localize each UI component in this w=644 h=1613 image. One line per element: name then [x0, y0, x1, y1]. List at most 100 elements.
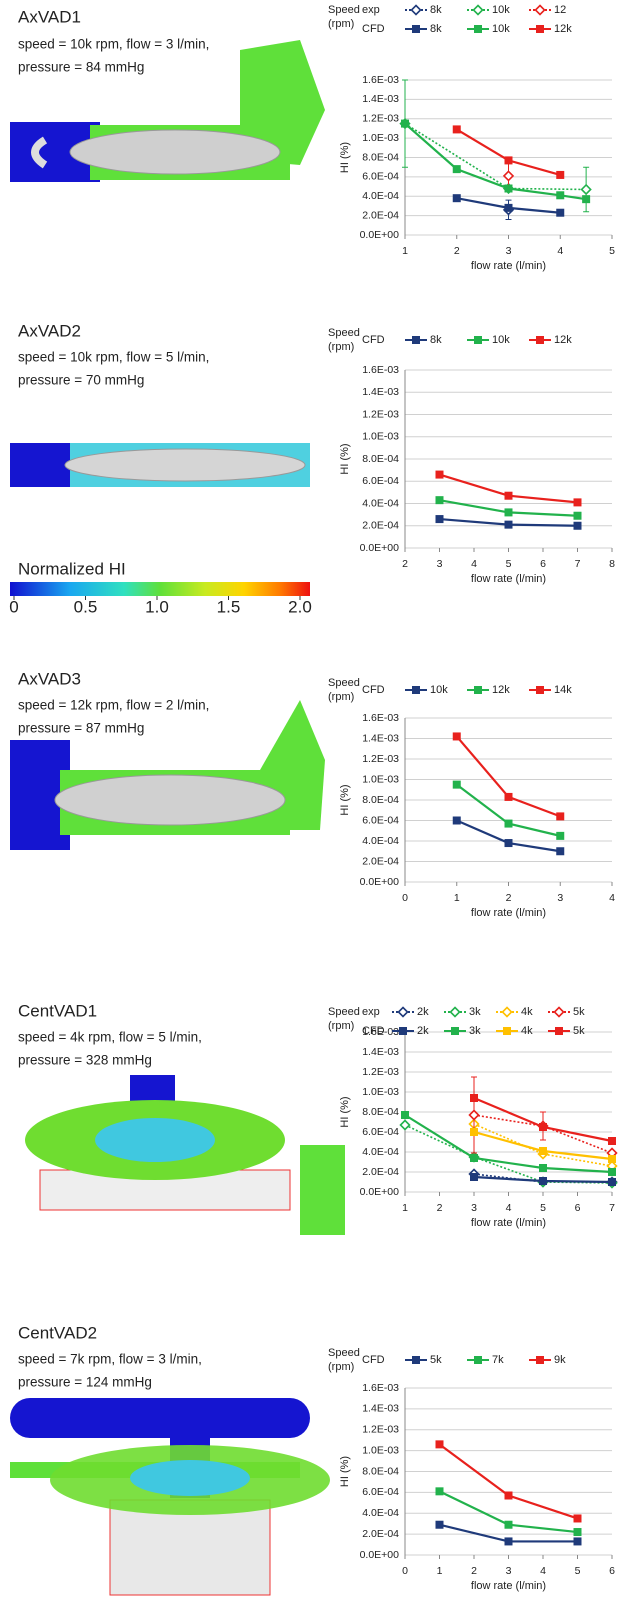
data-point: [539, 1123, 547, 1131]
device-spec: speed = 12k rpm, flow = 2 l/min,: [18, 698, 209, 713]
data-point: [470, 1094, 478, 1102]
legend-marker: [451, 1027, 459, 1035]
y-tick-label: 6.0E-04: [362, 475, 399, 487]
y-tick-label: 8.0E-04: [362, 1106, 399, 1118]
legend-label: 12k: [554, 334, 572, 346]
x-tick-label: 4: [609, 892, 615, 904]
data-point: [582, 185, 591, 194]
legend-marker: [555, 1027, 563, 1035]
series-line: [457, 736, 561, 816]
device-image: [10, 1398, 330, 1595]
colorbar: [10, 582, 310, 596]
legend-label: 5k: [430, 1354, 442, 1366]
data-point: [556, 832, 564, 840]
y-tick-label: 1.0E-03: [362, 431, 399, 443]
y-tick-label: 8.0E-04: [362, 151, 399, 163]
data-point: [436, 1521, 444, 1529]
data-point: [453, 165, 461, 173]
data-point: [556, 847, 564, 855]
device-spec: speed = 4k rpm, flow = 5 l/min,: [18, 1030, 202, 1045]
data-point: [436, 496, 444, 504]
legend-marker: [412, 336, 420, 344]
x-tick-label: 0: [402, 892, 408, 904]
y-tick-label: 1.6E-03: [362, 364, 399, 376]
x-tick-label: 7: [575, 558, 581, 570]
y-tick-label: 1.2E-03: [362, 753, 399, 765]
legend-label: 8k: [430, 23, 442, 35]
x-tick-label: 3: [506, 1565, 512, 1577]
legend-label: 7k: [492, 1354, 504, 1366]
y-tick-label: 2.0E-04: [362, 1166, 399, 1178]
legend-group-label: CFD: [362, 23, 385, 35]
legend-marker: [555, 1008, 564, 1017]
x-tick-label: 0: [402, 1565, 408, 1577]
y-tick-label: 1.0E-03: [362, 1444, 399, 1456]
y-tick-label: 4.0E-04: [362, 497, 399, 509]
x-tick-label: 1: [402, 245, 408, 257]
data-point: [505, 508, 513, 516]
x-tick-label: 5: [575, 1565, 581, 1577]
colorbar-tick-label: 1.0: [145, 597, 169, 616]
figure: AxVAD1 speed = 10k rpm, flow = 3 l/min, …: [0, 0, 644, 1608]
data-point: [401, 120, 409, 128]
y-axis-label: HI (%): [339, 1096, 351, 1127]
device-spec: pressure = 124 mmHg: [18, 1375, 152, 1390]
data-point: [582, 195, 590, 203]
legend-group-label: CFD: [362, 1025, 385, 1037]
legend-group-label: exp: [362, 1006, 380, 1018]
legend-label: 12k: [554, 23, 572, 35]
legend-label: 12: [554, 4, 566, 16]
legend-title: Speed: [328, 4, 360, 16]
legend-title: Speed: [328, 327, 360, 339]
x-tick-label: 2: [471, 1565, 477, 1577]
data-point: [574, 1514, 582, 1522]
legend-marker: [399, 1027, 407, 1035]
legend-label: 8k: [430, 4, 442, 16]
data-point: [556, 812, 564, 820]
data-point: [574, 522, 582, 530]
x-tick-label: 7: [609, 1202, 615, 1214]
legend-group-label: CFD: [362, 334, 385, 346]
colorbar-tick-label: 0.5: [74, 597, 98, 616]
legend-marker: [474, 1356, 482, 1364]
data-point: [608, 1155, 616, 1163]
data-point: [505, 1521, 513, 1529]
y-tick-label: 0.0E+00: [360, 229, 400, 241]
legend-marker: [399, 1008, 408, 1017]
x-tick-label: 2: [454, 245, 460, 257]
legend-marker: [536, 1356, 544, 1364]
data-point: [539, 1177, 547, 1185]
legend-title: (rpm): [328, 691, 354, 703]
y-tick-label: 8.0E-04: [362, 1465, 399, 1477]
y-tick-label: 6.0E-04: [362, 171, 399, 183]
y-axis-label: HI (%): [339, 443, 351, 474]
data-point: [574, 512, 582, 520]
data-point: [436, 1440, 444, 1448]
device-name: AxVAD1: [18, 7, 81, 26]
y-tick-label: 8.0E-04: [362, 453, 399, 465]
data-point: [436, 515, 444, 523]
data-point: [453, 125, 461, 133]
x-tick-label: 2: [402, 558, 408, 570]
y-axis-label: HI (%): [339, 1456, 351, 1487]
legend-marker: [503, 1008, 512, 1017]
legend-label: 2k: [417, 1006, 429, 1018]
device-spec: speed = 10k rpm, flow = 5 l/min,: [18, 350, 209, 365]
legend-label: 10k: [492, 23, 510, 35]
legend-label: 12k: [492, 684, 510, 696]
y-tick-label: 4.0E-04: [362, 190, 399, 202]
legend-label: 8k: [430, 334, 442, 346]
legend-title: Speed: [328, 677, 360, 689]
legend-marker: [474, 6, 483, 15]
legend-label: 4k: [521, 1025, 533, 1037]
x-axis-label: flow rate (l/min): [471, 260, 546, 272]
legend-group-label: CFD: [362, 1354, 385, 1366]
y-tick-label: 1.4E-03: [362, 386, 399, 398]
data-point: [505, 156, 513, 164]
y-tick-label: 1.2E-03: [362, 408, 399, 420]
x-tick-label: 3: [506, 245, 512, 257]
legend-label: 9k: [554, 1354, 566, 1366]
legend-label: 3k: [469, 1006, 481, 1018]
data-point: [574, 498, 582, 506]
data-point: [556, 171, 564, 179]
